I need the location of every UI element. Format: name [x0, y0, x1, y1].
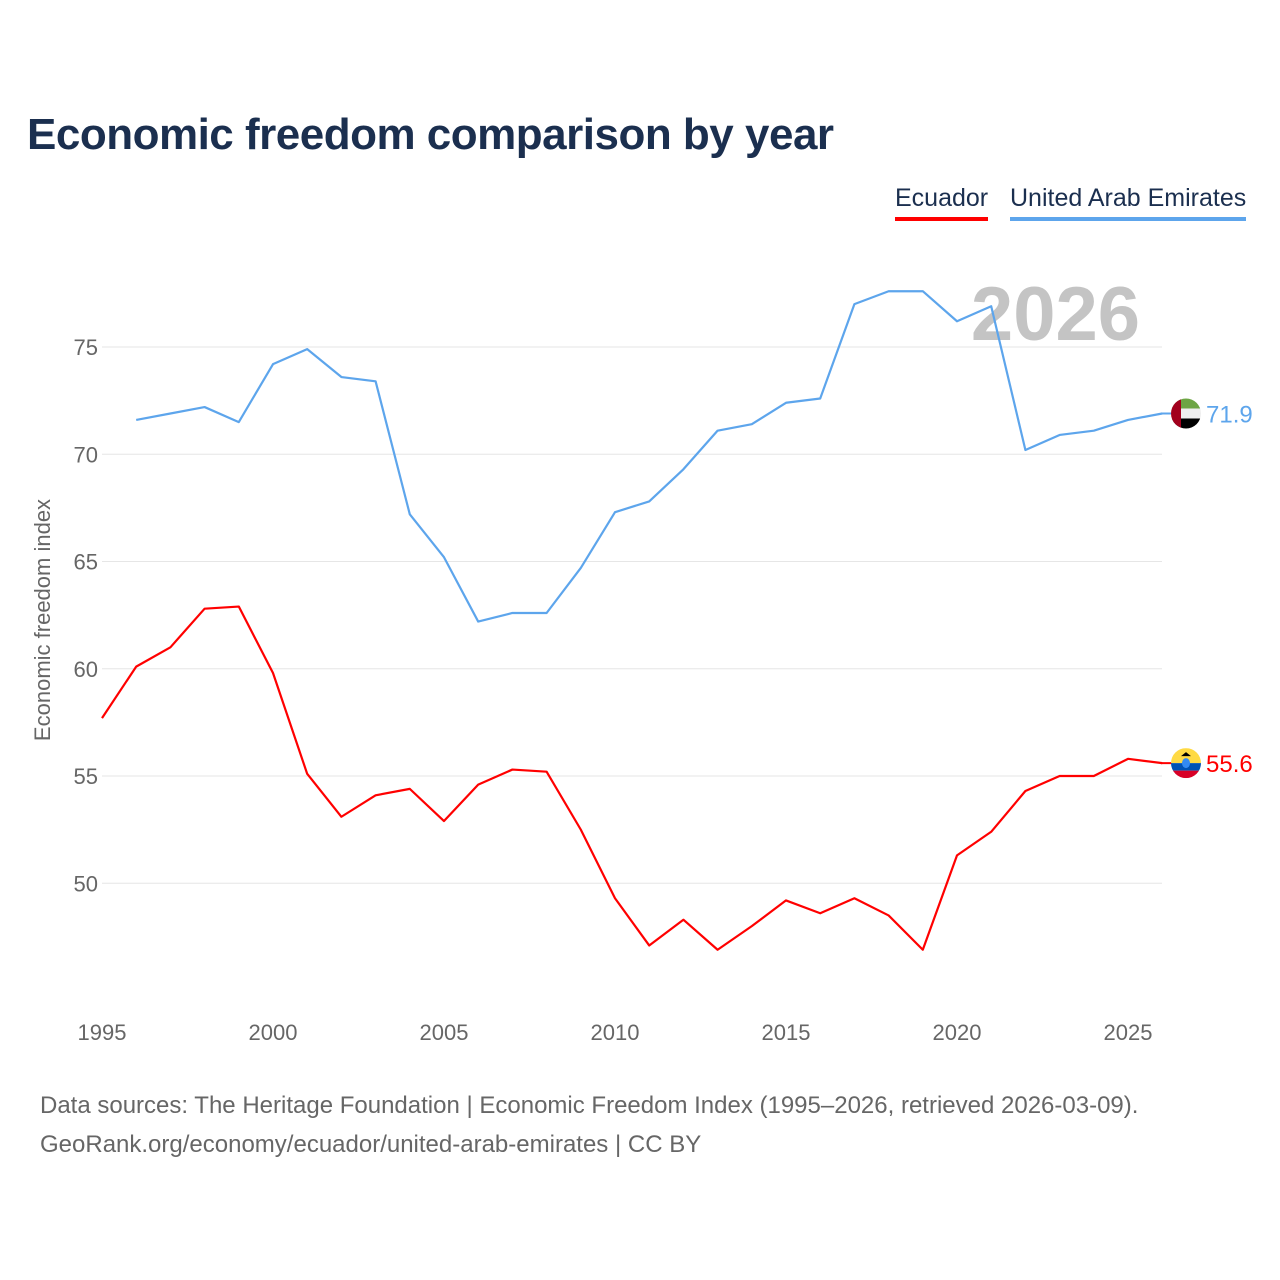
- legend-ecuador[interactable]: Ecuador: [895, 184, 989, 221]
- end-value-label: 55.6: [1206, 751, 1253, 778]
- x-tick-label: 2000: [249, 1020, 298, 1045]
- y-tick-label: 65: [74, 550, 98, 575]
- end-value-label: 71.9: [1206, 401, 1253, 428]
- y-tick-label: 55: [74, 764, 98, 789]
- y-tick-label: 70: [74, 442, 98, 467]
- x-tick-label: 2025: [1104, 1020, 1153, 1045]
- x-tick-label: 2010: [591, 1020, 640, 1045]
- ecuador-flag-icon: [1171, 748, 1201, 779]
- footer: Data sources: The Heritage Foundation | …: [40, 1086, 1138, 1164]
- year-watermark: 2026: [971, 272, 1140, 357]
- y-tick-label: 60: [74, 657, 98, 682]
- y-axis-label: Economic freedom index: [30, 499, 55, 741]
- uae-flag-icon: [1171, 398, 1201, 429]
- chart-title: Economic freedom comparison by year: [27, 110, 834, 159]
- x-tick-label: 2005: [420, 1020, 469, 1045]
- x-tick-label: 1995: [78, 1020, 127, 1045]
- footer-sources: Data sources: The Heritage Foundation | …: [40, 1092, 1139, 1119]
- y-tick-label: 50: [74, 871, 98, 896]
- footer-link[interactable]: GeoRank.org/economy/ecuador/united-arab-…: [40, 1131, 702, 1158]
- legend-uae[interactable]: United Arab Emirates: [1010, 184, 1247, 221]
- y-tick-label: 75: [74, 335, 98, 360]
- x-tick-label: 2020: [933, 1020, 982, 1045]
- x-tick-label: 2015: [762, 1020, 811, 1045]
- series-line-ecuador: [101, 605, 1163, 951]
